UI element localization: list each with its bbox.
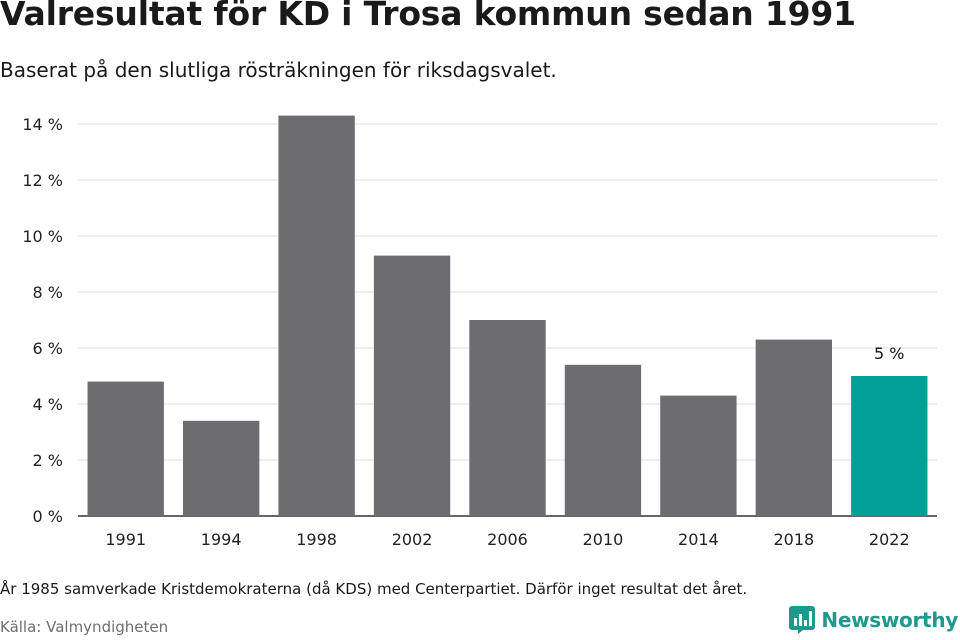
y-tick-label: 12 % [22, 171, 63, 190]
x-tick-label: 1991 [105, 530, 146, 549]
y-tick-label: 10 % [22, 227, 63, 246]
brand-logo[interactable]: Newsworthy [789, 606, 958, 634]
source-credit: Källa: Valmyndigheten [0, 618, 169, 636]
bar-1994[interactable] [182, 420, 260, 516]
bars [87, 115, 928, 516]
x-tick-label: 1998 [296, 530, 337, 549]
bar-1998[interactable] [278, 115, 355, 516]
x-tick-label: 2010 [583, 530, 624, 549]
bar-chart: 0 % 2 % 4 % 6 % 8 % 10 % 12 % 14 % 1991 1994 1998 2… [22, 115, 937, 549]
y-tick-label: 6 % [33, 339, 63, 358]
y-tick-label: 2 % [33, 451, 63, 470]
chart-note: År 1985 samverkade Kristdemokraterna (då… [0, 580, 748, 598]
y-tick-label: 14 % [22, 115, 63, 134]
chart-subtitle: Baserat på den slutliga rösträkningen fö… [0, 58, 557, 82]
data-label: 5 % [874, 344, 904, 363]
brand-name: Newsworthy [821, 608, 958, 632]
x-tick-label: 2002 [392, 530, 433, 549]
x-tick-label: 2014 [678, 530, 719, 549]
x-tick-label: 1994 [201, 530, 242, 549]
x-tick-label: 2006 [487, 530, 528, 549]
x-tick-label: 2018 [773, 530, 814, 549]
bar-2002[interactable] [373, 255, 451, 516]
bar-2014[interactable] [660, 395, 737, 516]
x-tick-label: 2022 [869, 530, 910, 549]
bar-2018[interactable] [755, 339, 833, 516]
y-tick-label: 0 % [33, 507, 63, 526]
newsworthy-logo-icon [789, 606, 816, 634]
bar-2022[interactable] [851, 376, 928, 516]
bar-2006[interactable] [469, 320, 546, 516]
labels: 0 % 2 % 4 % 6 % 8 % 10 % 12 % 14 % 1991 1994 1998 2… [22, 115, 909, 549]
y-tick-label: 8 % [33, 283, 63, 302]
chart-title: Valresultat för KD i Trosa kommun sedan … [0, 0, 856, 33]
y-tick-label: 4 % [33, 395, 63, 414]
bar-1991[interactable] [87, 381, 164, 516]
bar-2010[interactable] [564, 364, 642, 516]
